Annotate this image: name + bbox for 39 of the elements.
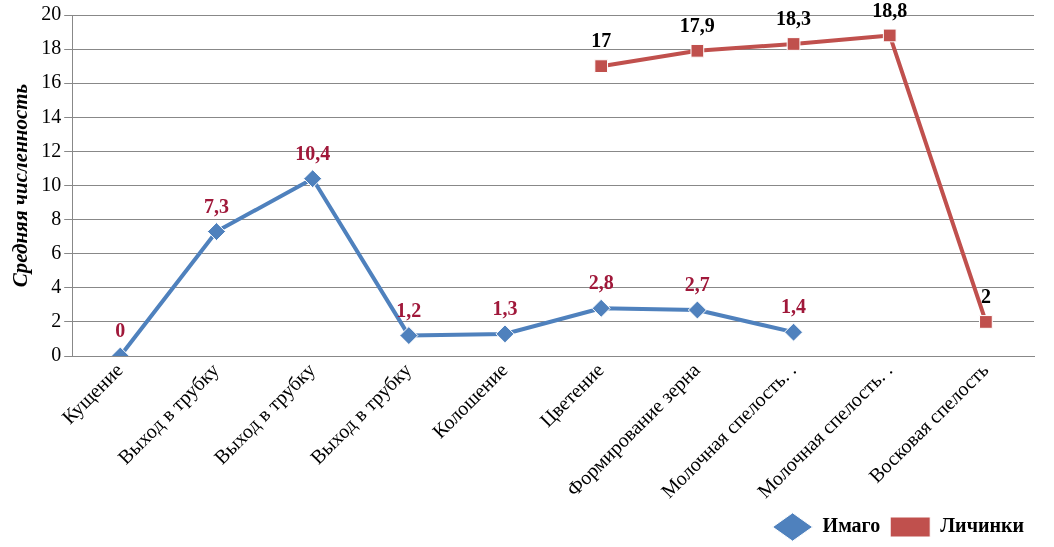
data-label: 18,8 — [872, 0, 908, 21]
y-tick-label: 20 — [41, 2, 62, 25]
point — [687, 300, 707, 320]
data-label: 18,3 — [776, 7, 812, 30]
y-tick-label: 4 — [51, 275, 62, 298]
y-tick-label: 12 — [41, 138, 62, 161]
data-label: 10,4 — [295, 141, 331, 164]
point — [591, 298, 611, 318]
data-label: 7,3 — [203, 194, 229, 217]
data-label: 2,8 — [588, 271, 614, 294]
y-tick-label: 10 — [41, 172, 62, 195]
data-label: 1,3 — [492, 297, 518, 320]
y-tick-label: 14 — [41, 104, 62, 127]
data-label: 17 — [591, 29, 612, 52]
y-tick-label: 8 — [51, 206, 62, 229]
y-tick-label: 0 — [51, 343, 62, 366]
data-label: 0 — [115, 319, 126, 342]
data-label: 17,9 — [679, 13, 715, 36]
y-axis-title: Средняя численность — [8, 83, 33, 288]
point — [206, 222, 226, 242]
point — [784, 322, 804, 342]
legend-label: Личинки — [940, 514, 1025, 537]
data-label: 2 — [980, 285, 991, 308]
y-tick-label: 16 — [41, 70, 62, 93]
point — [979, 315, 993, 329]
data-label: 1,2 — [396, 298, 422, 321]
point — [594, 59, 609, 74]
point — [303, 169, 323, 189]
legend-label: Имаго — [822, 514, 881, 537]
data-label: 1,4 — [781, 295, 807, 318]
data-label: 2,7 — [684, 273, 710, 296]
y-tick-label: 18 — [41, 36, 62, 59]
point — [399, 326, 419, 346]
y-tick-label: 6 — [51, 240, 62, 263]
point — [882, 28, 897, 43]
point — [690, 43, 705, 58]
y-tick-label: 2 — [51, 309, 62, 332]
point — [495, 324, 515, 344]
point — [786, 37, 801, 51]
